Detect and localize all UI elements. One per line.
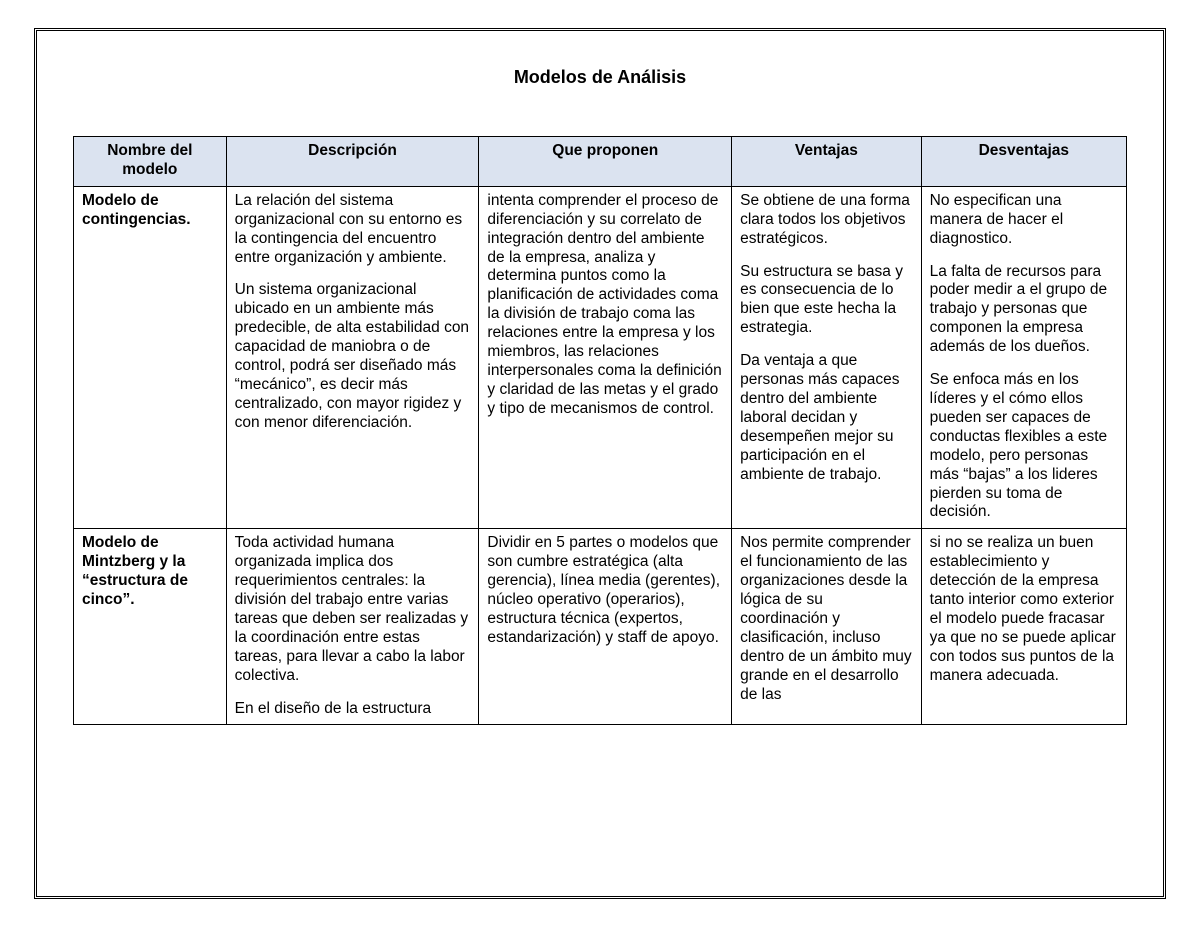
cell-disadvantages: si no se realiza un buen establecimiento… (921, 529, 1126, 725)
dis-paragraph: si no se realiza un buen establecimiento… (930, 534, 1118, 685)
dis-paragraph: Se enfoca más en los líderes y el cómo e… (930, 371, 1118, 522)
table-row: Modelo de contingencias. La relación del… (74, 186, 1127, 529)
desc-paragraph: Un sistema organizacional ubicado en un … (235, 281, 471, 432)
desc-paragraph: Toda actividad humana organizada implica… (235, 534, 471, 685)
document-border: Modelos de Análisis Nombre del modelo De… (34, 28, 1166, 899)
dis-paragraph: No especifican una manera de hacer el di… (930, 192, 1118, 249)
desc-paragraph: La relación del sistema organizacional c… (235, 192, 471, 268)
cell-advantages: Se obtiene de una forma clara todos los … (732, 186, 922, 529)
table-header-row: Nombre del modelo Descripción Que propon… (74, 137, 1127, 187)
dis-paragraph: La falta de recursos para poder medir a … (930, 263, 1118, 358)
page-title: Modelos de Análisis (73, 67, 1127, 88)
prop-paragraph: intenta comprender el proceso de diferen… (487, 192, 723, 419)
prop-paragraph: Dividir en 5 partes o modelos que son cu… (487, 534, 723, 647)
cell-proposal: Dividir en 5 partes o modelos que son cu… (479, 529, 732, 725)
col-header-name: Nombre del modelo (74, 137, 227, 187)
cell-disadvantages: No especifican una manera de hacer el di… (921, 186, 1126, 529)
page-frame: Modelos de Análisis Nombre del modelo De… (0, 0, 1200, 927)
cell-advantages: Nos permite comprender el funcionamiento… (732, 529, 922, 725)
cell-model-name: Modelo de contingencias. (74, 186, 227, 529)
adv-paragraph: Su estructura se basa y es consecuencia … (740, 263, 913, 339)
col-header-desc: Descripción (226, 137, 479, 187)
adv-paragraph: Se obtiene de una forma clara todos los … (740, 192, 913, 249)
col-header-adv: Ventajas (732, 137, 922, 187)
adv-paragraph: Nos permite comprender el funcionamiento… (740, 534, 913, 704)
cell-description: La relación del sistema organizacional c… (226, 186, 479, 529)
cell-model-name: Modelo de Mintzberg y la “estructura de … (74, 529, 227, 725)
col-header-prop: Que proponen (479, 137, 732, 187)
models-table: Nombre del modelo Descripción Que propon… (73, 136, 1127, 725)
cell-description: Toda actividad humana organizada implica… (226, 529, 479, 725)
desc-paragraph: En el diseño de la estructura (235, 700, 471, 719)
adv-paragraph: Da ventaja a que personas más capaces de… (740, 352, 913, 484)
col-header-dis: Desventajas (921, 137, 1126, 187)
table-row: Modelo de Mintzberg y la “estructura de … (74, 529, 1127, 725)
cell-proposal: intenta comprender el proceso de diferen… (479, 186, 732, 529)
